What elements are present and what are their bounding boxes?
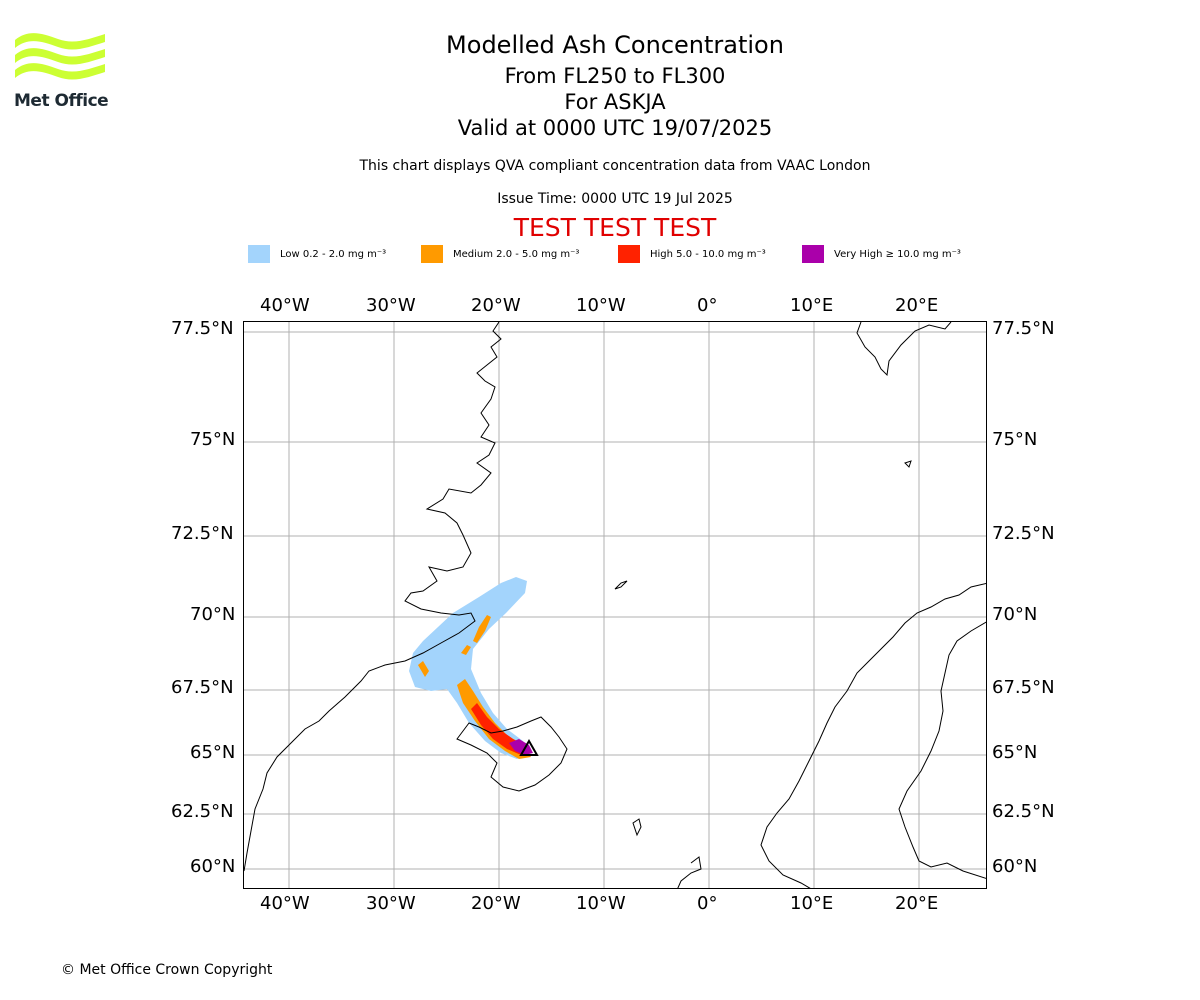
ash-map [243,321,987,889]
lon-label-bottom: 30°W [366,893,416,914]
lat-label-right: 70°N [992,604,1038,625]
greenland-coastline [244,322,502,872]
ash-area-low [409,577,531,759]
lat-label-right: 60°N [992,856,1038,877]
bear-island-coastline [904,460,912,468]
volcano-name: For ASKJA [564,90,666,114]
legend-swatch-medium [421,245,443,263]
lon-label-top: 20°W [471,295,521,316]
valid-time: Valid at 0000 UTC 19/07/2025 [457,116,773,140]
lon-label-top: 30°W [366,295,416,316]
lat-label-left: 65°N [190,742,236,763]
lon-label-bottom: 0° [697,893,718,914]
lat-label-left: 67.5°N [171,677,234,698]
legend-item-low: Low 0.2 - 2.0 mg m⁻³ [248,244,386,264]
flight-level-range: From FL250 to FL300 [504,64,726,88]
met-office-logo: Met Office [14,30,109,112]
ash-area-very-high [509,739,533,755]
lat-label-right: 67.5°N [992,677,1055,698]
lon-label-bottom: 20°W [471,893,521,914]
lon-label-bottom: 20°E [895,893,939,914]
sweden-finland-coastline [898,621,986,879]
svalbard-coastline [856,322,952,377]
legend-label-very-high: Very High ≥ 10.0 mg m⁻³ [834,248,961,260]
lat-label-right: 77.5°N [992,318,1055,339]
ash-map-canvas [244,322,986,888]
lon-label-top: 10°W [576,295,626,316]
iceland-coastline [456,716,568,792]
lon-label-top: 20°E [895,295,939,316]
lon-label-bottom: 40°W [260,893,310,914]
lon-label-top: 10°E [790,295,834,316]
lat-label-left: 72.5°N [171,523,234,544]
legend-swatch-very-high [802,245,824,263]
met-office-waves-icon [15,33,105,80]
lat-label-left: 70°N [190,604,236,625]
norway-coastline [760,582,986,888]
volcano-marker-icon [519,738,539,756]
lon-label-bottom: 10°E [790,893,834,914]
lat-label-right: 62.5°N [992,801,1055,822]
lat-label-left: 77.5°N [171,318,234,339]
legend-item-medium: Medium 2.0 - 5.0 mg m⁻³ [421,244,579,264]
jan-mayen-coastline [614,580,628,590]
legend-label-high: High 5.0 - 10.0 mg m⁻³ [650,248,766,260]
lat-label-left: 62.5°N [171,801,234,822]
lat-label-left: 60°N [190,856,236,877]
lon-label-bottom: 10°W [576,893,626,914]
scotland-coastline [677,856,702,888]
legend-swatch-high [618,245,640,263]
legend-item-very-high: Very High ≥ 10.0 mg m⁻³ [802,244,961,264]
legend-label-low: Low 0.2 - 2.0 mg m⁻³ [280,248,387,260]
lat-label-right: 72.5°N [992,523,1055,544]
issue-time: Issue Time: 0000 UTC 19 Jul 2025 [497,191,733,207]
lat-label-right: 65°N [992,742,1038,763]
chart-subtitle: This chart displays QVA compliant concen… [359,158,871,174]
logo-wordmark: Met Office [14,91,109,111]
lat-label-left: 75°N [190,429,236,450]
legend-label-medium: Medium 2.0 - 5.0 mg m⁻³ [453,248,580,260]
lon-label-top: 40°W [260,295,310,316]
test-banner: TEST TEST TEST [513,213,717,242]
copyright-notice: © Met Office Crown Copyright [61,962,273,978]
lon-label-top: 0° [697,295,718,316]
faroe-islands-coastline [632,818,642,837]
legend-swatch-low [248,245,270,263]
coastlines [244,322,986,888]
legend-item-high: High 5.0 - 10.0 mg m⁻³ [618,244,766,264]
map-gridlines [244,322,986,888]
chart-title: Modelled Ash Concentration [446,31,784,59]
lat-label-right: 75°N [992,429,1038,450]
